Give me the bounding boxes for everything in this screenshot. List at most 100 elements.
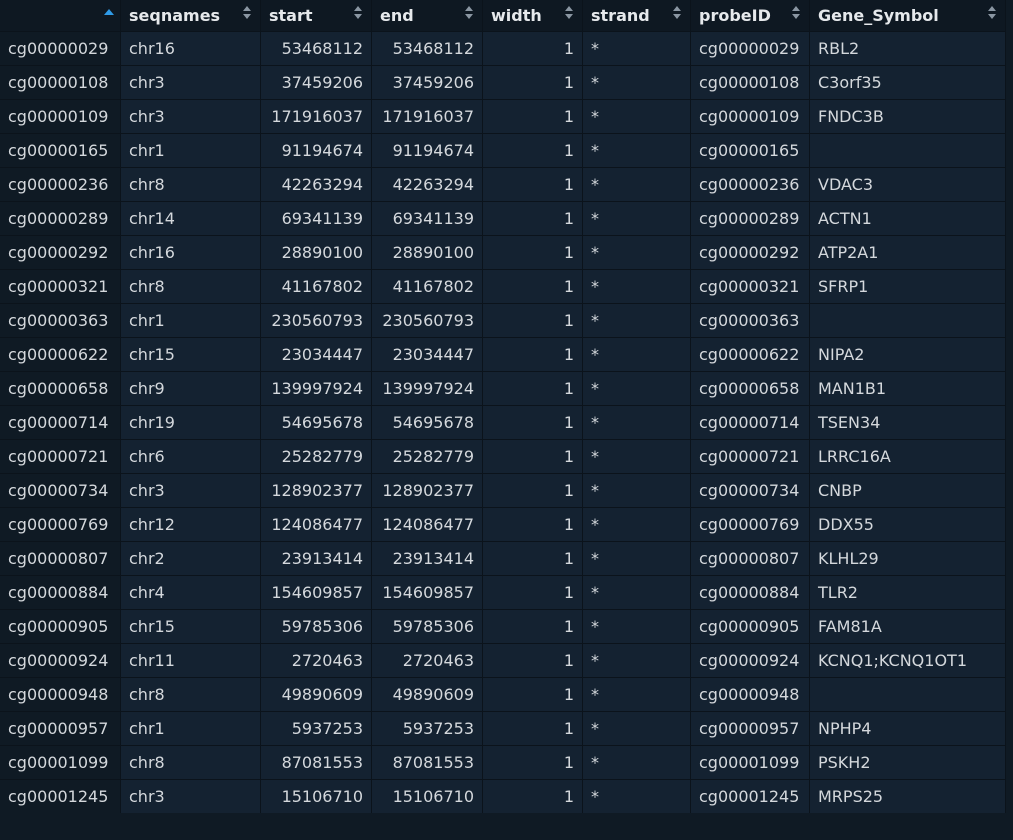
- column-header-label: probeID: [699, 6, 771, 25]
- cell-probeid: cg00001245: [691, 779, 810, 813]
- cell-probeid: cg00000769: [691, 507, 810, 541]
- column-header-probeid[interactable]: probeID: [691, 0, 810, 31]
- cell-gene-symbol: KCNQ1;KCNQ1OT1: [810, 643, 1006, 677]
- cell-width: 1: [483, 473, 583, 507]
- sort-arrows-icon[interactable]: [243, 5, 251, 21]
- cell-end: 91194674: [372, 133, 483, 167]
- column-header-label: strand: [591, 6, 650, 25]
- cell-start: 37459206: [261, 65, 372, 99]
- cell-start: 54695678: [261, 405, 372, 439]
- column-header-strand[interactable]: strand: [583, 0, 691, 31]
- sort-arrows-icon[interactable]: [465, 5, 473, 21]
- cell-strand: *: [583, 201, 691, 235]
- table-row: cg00000321 chr8 41167802 41167802 1 * cg000003…: [0, 269, 1006, 303]
- cell-gene-symbol: CNBP: [810, 473, 1006, 507]
- cell-seqnames: chr19: [121, 405, 261, 439]
- sort-arrows-icon[interactable]: [792, 5, 800, 21]
- cell-start: 154609857: [261, 575, 372, 609]
- cell-strand: *: [583, 643, 691, 677]
- cell-end: 28890100: [372, 235, 483, 269]
- cell-rowname: cg00000108: [0, 65, 121, 99]
- sort-ascending-icon[interactable]: [104, 5, 114, 21]
- cell-strand: *: [583, 31, 691, 65]
- cell-end: 49890609: [372, 677, 483, 711]
- cell-strand: *: [583, 405, 691, 439]
- cell-gene-symbol: KLHL29: [810, 541, 1006, 575]
- cell-rowname: cg00000948: [0, 677, 121, 711]
- cell-rowname: cg00001099: [0, 745, 121, 779]
- cell-gene-symbol: FAM81A: [810, 609, 1006, 643]
- column-header-width[interactable]: width: [483, 0, 583, 31]
- table-body: cg00000029 chr16 53468112 53468112 1 * cg00000…: [0, 31, 1006, 813]
- cell-probeid: cg00000292: [691, 235, 810, 269]
- column-header-start[interactable]: start: [261, 0, 372, 31]
- sort-arrows-icon[interactable]: [673, 5, 681, 21]
- cell-end: 5937253: [372, 711, 483, 745]
- cell-end: 87081553: [372, 745, 483, 779]
- column-header-gene-symbol[interactable]: Gene_Symbol: [810, 0, 1006, 31]
- cell-probeid: cg00000957: [691, 711, 810, 745]
- cell-gene-symbol: [810, 303, 1006, 337]
- table-row: cg00000807 chr2 23913414 23913414 1 * cg000008…: [0, 541, 1006, 575]
- table-row: cg00000948 chr8 49890609 49890609 1 * cg000009…: [0, 677, 1006, 711]
- cell-end: 154609857: [372, 575, 483, 609]
- cell-end: 53468112: [372, 31, 483, 65]
- cell-width: 1: [483, 405, 583, 439]
- cell-probeid: cg00000108: [691, 65, 810, 99]
- cell-gene-symbol: LRRC16A: [810, 439, 1006, 473]
- sort-arrows-icon[interactable]: [354, 5, 362, 21]
- cell-start: 139997924: [261, 371, 372, 405]
- cell-probeid: cg00000721: [691, 439, 810, 473]
- table-header: seqnames start end width strand probeID Gene_S…: [0, 0, 1006, 31]
- cell-width: 1: [483, 133, 583, 167]
- table-row: cg00000884 chr4 154609857 154609857 1 * cg0000…: [0, 575, 1006, 609]
- table-row: cg00001099 chr8 87081553 87081553 1 * cg000010…: [0, 745, 1006, 779]
- cell-start: 128902377: [261, 473, 372, 507]
- cell-rowname: cg00000109: [0, 99, 121, 133]
- cell-probeid: cg00000236: [691, 167, 810, 201]
- column-header-label: Gene_Symbol: [818, 6, 939, 25]
- cell-gene-symbol: MAN1B1: [810, 371, 1006, 405]
- cell-seqnames: chr8: [121, 745, 261, 779]
- sort-arrows-icon[interactable]: [988, 5, 996, 21]
- cell-seqnames: chr3: [121, 473, 261, 507]
- cell-rowname: cg00000884: [0, 575, 121, 609]
- sort-arrows-icon[interactable]: [565, 5, 573, 21]
- cell-end: 128902377: [372, 473, 483, 507]
- table-row: cg00000165 chr1 91194674 91194674 1 * cg000001…: [0, 133, 1006, 167]
- cell-start: 59785306: [261, 609, 372, 643]
- table-row: cg00000363 chr1 230560793 230560793 1 * cg0000…: [0, 303, 1006, 337]
- cell-width: 1: [483, 371, 583, 405]
- cell-rowname: cg00000029: [0, 31, 121, 65]
- cell-width: 1: [483, 609, 583, 643]
- cell-probeid: cg00000029: [691, 31, 810, 65]
- cell-probeid: cg00001099: [691, 745, 810, 779]
- cell-rowname: cg00000714: [0, 405, 121, 439]
- cell-seqnames: chr2: [121, 541, 261, 575]
- cell-seqnames: chr8: [121, 677, 261, 711]
- table-row: cg00000734 chr3 128902377 128902377 1 * cg0000…: [0, 473, 1006, 507]
- column-header-seqnames[interactable]: seqnames: [121, 0, 261, 31]
- cell-start: 124086477: [261, 507, 372, 541]
- cell-rowname: cg00000321: [0, 269, 121, 303]
- column-header-rowname[interactable]: [0, 0, 121, 31]
- cell-rowname: cg00000622: [0, 337, 121, 371]
- cell-gene-symbol: RBL2: [810, 31, 1006, 65]
- cell-gene-symbol: SFRP1: [810, 269, 1006, 303]
- column-header-end[interactable]: end: [372, 0, 483, 31]
- cell-strand: *: [583, 65, 691, 99]
- cell-start: 53468112: [261, 31, 372, 65]
- cell-gene-symbol: NPHP4: [810, 711, 1006, 745]
- cell-seqnames: chr1: [121, 133, 261, 167]
- table-row: cg00000029 chr16 53468112 53468112 1 * cg00000…: [0, 31, 1006, 65]
- cell-width: 1: [483, 439, 583, 473]
- cell-end: 139997924: [372, 371, 483, 405]
- cell-rowname: cg00000658: [0, 371, 121, 405]
- cell-start: 28890100: [261, 235, 372, 269]
- cell-width: 1: [483, 167, 583, 201]
- cell-gene-symbol: FNDC3B: [810, 99, 1006, 133]
- cell-probeid: cg00000109: [691, 99, 810, 133]
- cell-end: 42263294: [372, 167, 483, 201]
- cell-width: 1: [483, 235, 583, 269]
